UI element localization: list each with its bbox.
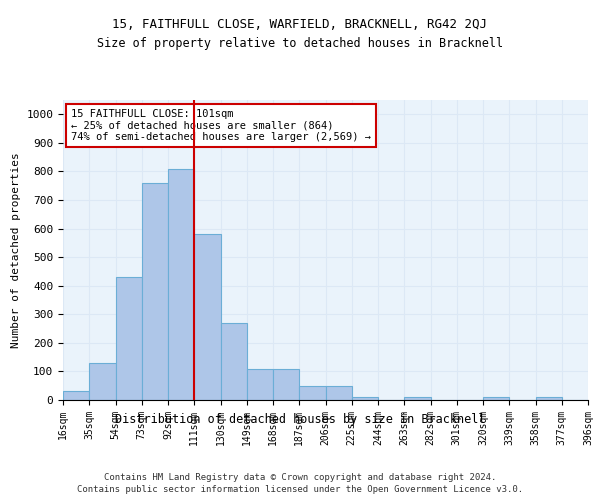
Y-axis label: Number of detached properties: Number of detached properties xyxy=(11,152,21,348)
Bar xyxy=(247,368,273,400)
Bar xyxy=(404,397,431,400)
Bar xyxy=(273,368,299,400)
Bar xyxy=(536,397,562,400)
Text: 15 FAITHFULL CLOSE: 101sqm
← 25% of detached houses are smaller (864)
74% of sem: 15 FAITHFULL CLOSE: 101sqm ← 25% of deta… xyxy=(71,109,371,142)
Text: Size of property relative to detached houses in Bracknell: Size of property relative to detached ho… xyxy=(97,38,503,51)
Bar xyxy=(194,234,221,400)
Bar xyxy=(483,397,509,400)
Bar xyxy=(63,392,89,400)
Text: Distribution of detached houses by size in Bracknell: Distribution of detached houses by size … xyxy=(115,412,485,426)
Bar xyxy=(168,168,194,400)
Bar xyxy=(142,183,168,400)
Text: 15, FAITHFULL CLOSE, WARFIELD, BRACKNELL, RG42 2QJ: 15, FAITHFULL CLOSE, WARFIELD, BRACKNELL… xyxy=(113,18,487,30)
Bar xyxy=(299,386,325,400)
Bar xyxy=(325,386,352,400)
Bar xyxy=(352,397,378,400)
Text: Contains HM Land Registry data © Crown copyright and database right 2024.: Contains HM Land Registry data © Crown c… xyxy=(104,472,496,482)
Bar xyxy=(221,323,247,400)
Bar xyxy=(89,363,115,400)
Bar xyxy=(115,277,142,400)
Text: Contains public sector information licensed under the Open Government Licence v3: Contains public sector information licen… xyxy=(77,485,523,494)
